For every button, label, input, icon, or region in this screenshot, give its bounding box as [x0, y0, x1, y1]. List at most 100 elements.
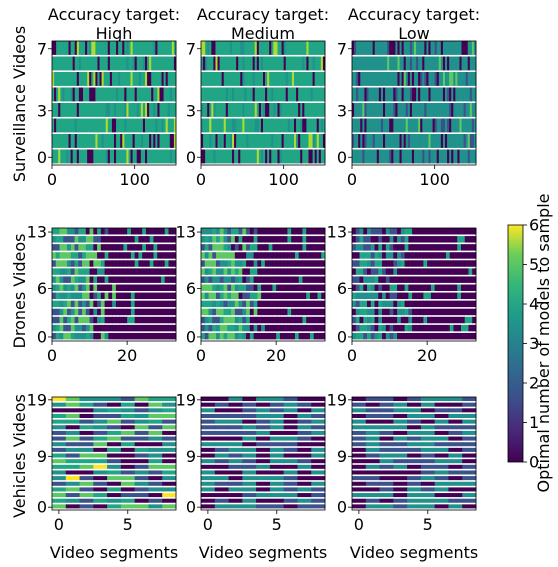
heatmap-cell [52, 252, 57, 259]
heatmap-cell [309, 252, 315, 259]
heatmap-cell [228, 504, 243, 509]
row-label-vehicles: Vehicles Videos [10, 394, 29, 518]
heatmap-cell [223, 268, 228, 275]
heatmap-cell [380, 118, 384, 133]
heatmap-cell [473, 72, 477, 86]
heatmap-cell [212, 292, 217, 300]
heatmap-cell [244, 72, 247, 86]
heatmap-cell [473, 56, 477, 71]
heatmap-cell [279, 300, 285, 308]
heatmap-cell [242, 442, 257, 447]
heatmap-cell [268, 244, 273, 251]
y-tick-label: 19 [176, 390, 196, 409]
heatmap-cell [432, 41, 436, 55]
heatmap-cell [130, 300, 136, 308]
heatmap-cell [65, 464, 80, 469]
heatmap-cell [168, 300, 173, 308]
heatmap-cell [460, 324, 466, 332]
heatmap-cell [229, 118, 233, 133]
heatmap-cell [219, 260, 224, 267]
heatmap-cell [465, 87, 469, 102]
heatmap-cell [317, 228, 322, 235]
heatmap-cell [89, 276, 94, 283]
heatmap-cell [168, 252, 173, 259]
heatmap-cell [138, 244, 143, 251]
heatmap-cell [387, 56, 390, 71]
heatmap-cell [211, 134, 214, 148]
heatmap-cell [246, 316, 251, 324]
heatmap-cell [242, 447, 257, 452]
heatmap-cell [115, 300, 121, 308]
heatmap-cell [472, 292, 477, 300]
heatmap-cell [447, 56, 450, 71]
heatmap-cell [208, 308, 213, 316]
heatmap-cell [449, 118, 452, 133]
heatmap-cell [205, 134, 208, 148]
heatmap-cell [306, 324, 311, 332]
heatmap-cell [242, 402, 257, 407]
heatmap-cell [63, 284, 68, 291]
heatmap-cell [418, 72, 421, 86]
heatmap-cell [234, 316, 239, 324]
panel-frame [351, 396, 477, 511]
heatmap-cell [219, 87, 223, 102]
y-tick-label: 9 [337, 447, 347, 466]
heatmap-cell [426, 72, 429, 86]
heatmap-cell [205, 149, 208, 164]
heatmap-cell [412, 236, 417, 243]
heatmap-cell [264, 300, 270, 308]
heatmap-cell [231, 300, 236, 308]
heatmap-cell [379, 425, 394, 430]
heatmap-cell [64, 103, 67, 117]
heatmap-cell [464, 332, 469, 340]
heatmap-cell [434, 487, 449, 492]
heatmap-cell [173, 103, 177, 117]
heatmap-cell [107, 87, 111, 102]
heatmap-cell [68, 118, 71, 133]
heatmap-cell [148, 476, 163, 481]
heatmap-cell [65, 476, 80, 481]
heatmap-cell [279, 268, 285, 275]
heatmap-cell [56, 72, 59, 86]
heatmap-cell [223, 260, 228, 267]
heatmap-cell [427, 316, 432, 324]
heatmap-cell [155, 103, 158, 117]
heatmap-cell [311, 493, 326, 498]
heatmap-cell [242, 292, 247, 300]
heatmap-cell [52, 470, 67, 475]
heatmap-cell [65, 447, 80, 452]
heatmap-cell [438, 268, 443, 275]
heatmap-cell [321, 252, 326, 259]
heatmap-cell [217, 118, 220, 133]
heatmap-cell [385, 228, 390, 235]
heatmap-cell [142, 332, 147, 340]
heatmap-cell [59, 276, 64, 283]
heatmap-cell [203, 72, 206, 86]
heatmap-cell [414, 56, 417, 71]
heatmap-cell [238, 228, 243, 235]
heatmap-cell [234, 41, 237, 55]
heatmap-cell [145, 244, 151, 251]
heatmap-cell [294, 149, 297, 164]
heatmap-cell [424, 118, 427, 133]
heatmap-cell [173, 118, 177, 133]
heatmap-cell [109, 56, 113, 71]
heatmap-cell [78, 324, 83, 332]
heatmap-cell [147, 72, 150, 86]
heatmap-cell [138, 308, 143, 316]
heatmap-cell [368, 118, 371, 133]
heatmap-cell [70, 87, 74, 102]
heatmap-cell [52, 436, 67, 441]
heatmap-cell [234, 292, 239, 300]
heatmap-cell [99, 87, 102, 102]
heatmap-cell [204, 244, 209, 251]
heatmap-cell [238, 300, 243, 308]
heatmap-cell [68, 87, 71, 102]
heatmap-cell [352, 487, 367, 492]
heatmap-cell [352, 397, 367, 402]
heatmap-cell [448, 498, 463, 503]
heatmap-cell [249, 228, 255, 235]
heatmap-cell [321, 332, 326, 340]
heatmap-cell [108, 260, 113, 267]
heatmap-cell [306, 87, 309, 102]
